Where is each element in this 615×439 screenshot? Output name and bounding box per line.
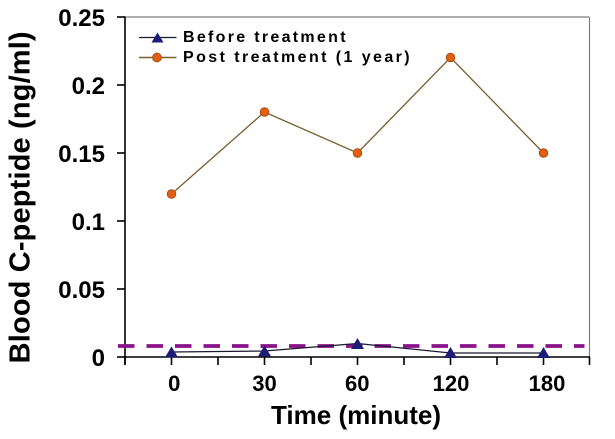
svg-text:0: 0 <box>168 371 180 396</box>
svg-text:60: 60 <box>345 371 369 396</box>
svg-text:120: 120 <box>433 371 470 396</box>
svg-text:0.2: 0.2 <box>72 73 105 100</box>
svg-text:30: 30 <box>252 371 276 396</box>
svg-text:0: 0 <box>92 345 105 372</box>
svg-text:0.25: 0.25 <box>58 5 105 32</box>
svg-text:0.15: 0.15 <box>58 141 105 168</box>
svg-text:Post treatment (1 year): Post treatment (1 year) <box>183 49 412 66</box>
svg-text:180: 180 <box>529 371 566 396</box>
svg-text:Time (minute): Time (minute) <box>271 400 441 430</box>
svg-text:Blood C-peptide (ng/ml): Blood C-peptide (ng/ml) <box>5 31 37 363</box>
svg-text:0.05: 0.05 <box>58 277 105 304</box>
svg-text:Before treatment: Before treatment <box>183 29 348 46</box>
svg-text:0.1: 0.1 <box>72 209 105 236</box>
